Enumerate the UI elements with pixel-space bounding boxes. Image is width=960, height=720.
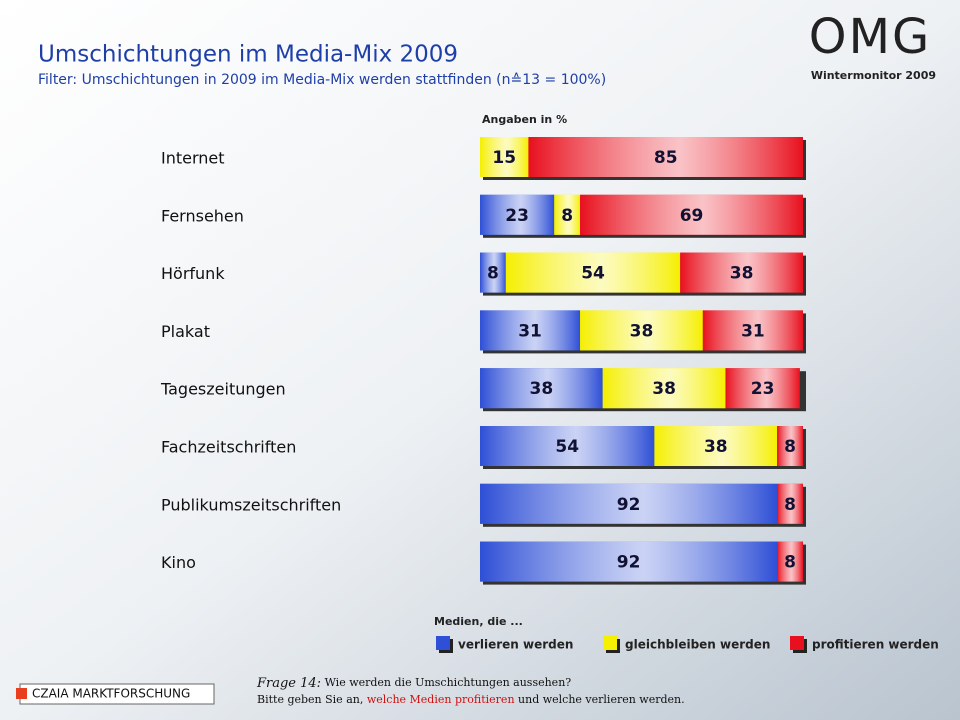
bar-shine: [480, 368, 603, 409]
segment-label: 15: [492, 148, 516, 168]
category-label: Publikumszeitschriften: [161, 495, 341, 514]
bar-shine: [480, 541, 778, 582]
segment-label: 8: [784, 553, 796, 573]
bar-shine: [777, 541, 803, 582]
legend-label: gleichbleiben werden: [625, 638, 770, 652]
bar-shine: [528, 137, 803, 177]
legend-title: Medien, die ...: [434, 615, 523, 628]
title: Umschichtungen im Media-Mix 2009: [38, 42, 458, 68]
bar-shine: [680, 252, 803, 293]
segment-label: 8: [561, 206, 573, 226]
company-icon: [16, 688, 27, 699]
legend-label: profitieren werden: [812, 638, 939, 652]
category-label: Tageszeitungen: [160, 380, 286, 399]
subtitle: Filter: Umschichtungen in 2009 im Media-…: [38, 72, 606, 88]
segment-label: 85: [654, 148, 678, 168]
bar-shine: [480, 137, 529, 177]
segment-label: 54: [581, 264, 605, 284]
category-label: Fachzeitschriften: [161, 438, 296, 457]
bar-shine: [725, 368, 800, 409]
bar-shine: [480, 310, 581, 351]
question-label: Frage 14:: [256, 676, 321, 691]
segment-label: 38: [530, 379, 554, 399]
question-line1: Wie werden die Umschichtungen aussehen?: [325, 676, 572, 689]
segment-label: 38: [730, 264, 754, 284]
company: CZAIA MARKTFORSCHUNG: [32, 687, 190, 701]
segment-label: 69: [680, 206, 704, 226]
logo: OMG: [809, 9, 931, 65]
segment-label: 38: [652, 379, 676, 399]
bar-shine: [480, 252, 506, 293]
segment-label: 8: [487, 264, 499, 284]
legend-swatch: [436, 636, 450, 650]
bar-shine: [480, 483, 778, 524]
legend-swatch: [790, 636, 804, 650]
category-label: Kino: [161, 553, 196, 572]
segment-label: 54: [555, 437, 579, 457]
legend-label: verlieren werden: [458, 638, 573, 652]
category-label: Fernsehen: [161, 206, 244, 225]
segment-label: 92: [617, 553, 641, 573]
segment-label: 23: [505, 206, 529, 226]
bar-shine: [602, 368, 726, 409]
bar-shine: [777, 426, 803, 466]
segment-label: 8: [784, 437, 796, 457]
segment-label: 92: [617, 495, 641, 515]
brand: Wintermonitor 2009: [811, 69, 936, 82]
bar-shine: [580, 194, 803, 235]
bar-shine: [702, 310, 803, 351]
category-label: Internet: [161, 149, 225, 168]
category-label: Plakat: [161, 322, 210, 341]
bar-shine: [505, 252, 681, 293]
segment-label: 31: [518, 321, 542, 341]
unit-note: Angaben in %: [482, 113, 567, 126]
segment-label: 38: [704, 437, 728, 457]
bar-shine: [480, 194, 555, 235]
segment-label: 8: [784, 495, 796, 515]
bar-shine: [580, 310, 703, 351]
segment-label: 38: [630, 321, 654, 341]
question-line2b: welche Medien profitieren: [367, 693, 515, 706]
category-label: Hörfunk: [161, 264, 225, 283]
legend-swatch: [603, 636, 617, 650]
bar-shine: [777, 483, 803, 524]
question-line2a: Bitte geben Sie an,: [257, 693, 363, 706]
bar-shine: [654, 426, 778, 466]
question-line2c: und welche verlieren werden.: [518, 693, 685, 706]
bar-shine: [480, 426, 655, 466]
bar-shine: [554, 194, 581, 235]
question: Frage 14: Wie werden die Umschichtungen …: [256, 676, 571, 691]
question-2: Bitte geben Sie an, welche Medien profit…: [257, 693, 685, 706]
segment-label: 31: [741, 321, 765, 341]
segment-label: 23: [751, 379, 775, 399]
